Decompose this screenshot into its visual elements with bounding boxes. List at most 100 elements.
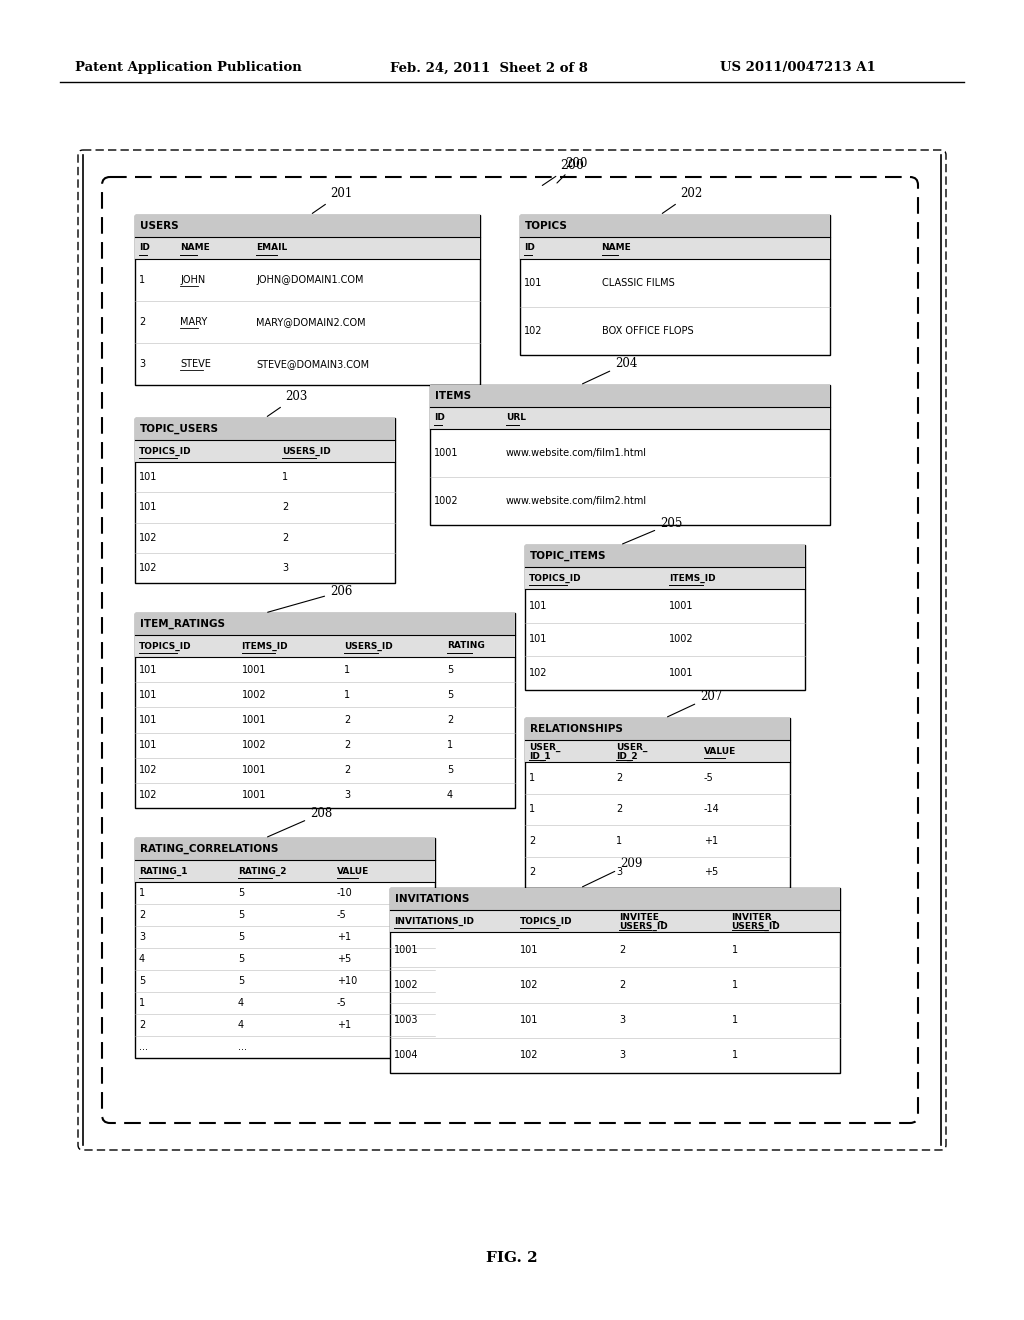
Text: 3: 3	[616, 867, 623, 878]
Text: INVITATIONS_ID: INVITATIONS_ID	[394, 916, 474, 925]
Text: 102: 102	[139, 791, 158, 800]
Text: 204: 204	[583, 356, 637, 384]
Bar	[135, 635, 515, 657]
Text: 101: 101	[139, 690, 158, 700]
Text: 205: 205	[623, 517, 682, 544]
Text: 2: 2	[529, 867, 536, 878]
Text: 1: 1	[731, 1051, 737, 1060]
Bar	[430, 407, 830, 429]
Text: 101: 101	[139, 664, 158, 675]
Text: TOPICS_ID: TOPICS_ID	[139, 642, 191, 651]
Text: 1001: 1001	[242, 715, 266, 725]
Text: 5: 5	[238, 909, 245, 920]
Text: 1: 1	[731, 979, 737, 990]
Text: 5: 5	[238, 888, 245, 898]
Text: 2: 2	[139, 317, 145, 327]
Text: NAME: NAME	[601, 243, 631, 252]
Text: USERS_ID: USERS_ID	[618, 921, 668, 931]
Text: 101: 101	[529, 601, 548, 611]
Text: 1001: 1001	[669, 668, 693, 678]
Text: JOHN@DOMAIN1.COM: JOHN@DOMAIN1.COM	[256, 275, 364, 285]
Text: 101: 101	[139, 503, 158, 512]
Text: 2: 2	[139, 1020, 145, 1030]
Text: 208: 208	[267, 807, 332, 837]
Text: Feb. 24, 2011  Sheet 2 of 8: Feb. 24, 2011 Sheet 2 of 8	[390, 62, 588, 74]
Bar	[525, 718, 790, 888]
Text: 1: 1	[139, 998, 145, 1008]
Text: 5: 5	[238, 954, 245, 964]
Text: FIG. 2: FIG. 2	[486, 1251, 538, 1265]
Text: MARY@DOMAIN2.COM: MARY@DOMAIN2.COM	[256, 317, 366, 327]
Text: 5: 5	[238, 975, 245, 986]
Text: RATING_CORRELATIONS: RATING_CORRELATIONS	[140, 843, 279, 854]
Text: USERS_ID: USERS_ID	[282, 446, 331, 455]
Text: TOPICS: TOPICS	[525, 220, 568, 231]
Text: TOPIC_ITEMS: TOPIC_ITEMS	[530, 550, 606, 561]
Bar	[430, 385, 830, 525]
Text: 1001: 1001	[669, 601, 693, 611]
Bar	[390, 909, 840, 932]
Text: +1: +1	[337, 1020, 351, 1030]
Text: 4: 4	[238, 998, 244, 1008]
Text: 2: 2	[529, 836, 536, 846]
Text: +1: +1	[337, 932, 351, 942]
Text: 1002: 1002	[242, 690, 266, 700]
Text: 1: 1	[616, 836, 623, 846]
Text: STEVE: STEVE	[180, 359, 211, 370]
Bar	[135, 418, 395, 583]
Text: ...: ...	[139, 1041, 148, 1052]
Text: 200: 200	[557, 157, 588, 183]
Bar	[135, 418, 395, 440]
Text: 1: 1	[344, 690, 350, 700]
Text: 2: 2	[282, 503, 288, 512]
Text: 4: 4	[446, 791, 453, 800]
Text: 1: 1	[731, 1015, 737, 1026]
Bar	[520, 215, 830, 355]
Text: RATING_1: RATING_1	[139, 866, 187, 875]
Text: 3: 3	[344, 791, 350, 800]
Text: 5: 5	[446, 664, 453, 675]
Text: 1003: 1003	[394, 1015, 419, 1026]
Text: 3: 3	[139, 932, 145, 942]
Text: -5: -5	[703, 772, 714, 783]
Bar	[135, 838, 435, 1059]
Text: +1: +1	[703, 836, 718, 846]
Text: 2: 2	[616, 772, 623, 783]
Text: 203: 203	[267, 389, 307, 416]
Bar	[135, 238, 480, 259]
Text: 1: 1	[529, 772, 536, 783]
Text: 101: 101	[139, 715, 158, 725]
Text: 1001: 1001	[242, 664, 266, 675]
Text: 1001: 1001	[242, 791, 266, 800]
Text: BOX OFFICE FLOPS: BOX OFFICE FLOPS	[601, 326, 693, 337]
Text: ID_2: ID_2	[616, 751, 638, 760]
Text: VALUE: VALUE	[703, 747, 736, 755]
Text: NAME: NAME	[180, 243, 210, 252]
Text: 102: 102	[520, 979, 539, 990]
Bar	[135, 215, 480, 238]
Text: INVITER_: INVITER_	[731, 912, 776, 921]
Text: 2: 2	[344, 766, 350, 775]
Text: ID: ID	[139, 243, 150, 252]
Text: 3: 3	[618, 1015, 625, 1026]
Text: 4: 4	[238, 1020, 244, 1030]
Text: 1: 1	[446, 741, 453, 750]
Text: 101: 101	[529, 635, 548, 644]
Text: TOPICS_ID: TOPICS_ID	[139, 446, 191, 455]
Bar	[135, 861, 435, 882]
Text: 202: 202	[663, 187, 702, 214]
Text: 5: 5	[446, 690, 453, 700]
Text: ID_1: ID_1	[529, 751, 551, 760]
Bar	[525, 545, 805, 568]
Text: 1: 1	[282, 473, 288, 482]
Text: TOPICS_ID: TOPICS_ID	[529, 573, 582, 582]
Text: 102: 102	[139, 766, 158, 775]
Bar	[135, 612, 515, 808]
Text: 101: 101	[520, 1015, 539, 1026]
Text: ID: ID	[434, 413, 444, 422]
Text: USERS: USERS	[140, 220, 178, 231]
Text: URL: URL	[506, 413, 526, 422]
Text: 1: 1	[139, 888, 145, 898]
Text: 101: 101	[139, 473, 158, 482]
Bar	[520, 215, 830, 238]
